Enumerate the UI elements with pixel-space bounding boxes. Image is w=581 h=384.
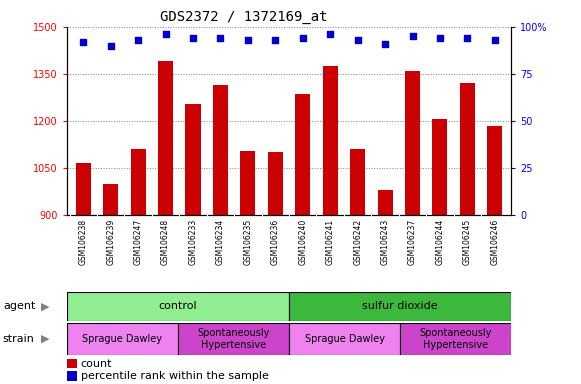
Bar (322, 66, 338, 215)
Text: GSM106234: GSM106234 (216, 219, 225, 265)
Point (298, 35, 307, 41)
Point (243, 37, 253, 43)
Bar (268, 152, 283, 215)
Point (408, 33, 417, 40)
Bar (350, 149, 365, 215)
Text: count: count (81, 359, 112, 369)
Bar (67, 371, 77, 381)
Text: strain: strain (3, 334, 35, 344)
Point (435, 35, 444, 41)
Point (134, 37, 143, 43)
Bar (460, 83, 475, 215)
Text: GDS2372 / 1372169_at: GDS2372 / 1372169_at (160, 10, 328, 23)
Text: Sprague Dawley: Sprague Dawley (304, 334, 385, 344)
Text: GSM106235: GSM106235 (243, 219, 252, 265)
Text: GSM106248: GSM106248 (161, 219, 170, 265)
Text: Spontaneously
Hypertensive: Spontaneously Hypertensive (419, 328, 492, 350)
Text: GSM106238: GSM106238 (79, 219, 88, 265)
Point (353, 37, 363, 43)
Text: GSM106237: GSM106237 (408, 219, 417, 265)
Bar (405, 71, 420, 215)
Text: GSM106239: GSM106239 (106, 219, 115, 265)
Bar (67, 359, 77, 368)
Text: control: control (159, 301, 197, 311)
Bar (289, 323, 400, 355)
Bar (103, 184, 119, 215)
Point (325, 31, 335, 38)
Text: GSM106244: GSM106244 (435, 219, 444, 265)
Bar (295, 94, 310, 215)
Point (188, 35, 198, 41)
Text: ▶: ▶ (41, 334, 49, 344)
Point (161, 31, 170, 38)
Text: GSM106242: GSM106242 (353, 219, 362, 265)
Point (490, 37, 500, 43)
Point (462, 35, 472, 41)
Text: Spontaneously
Hypertensive: Spontaneously Hypertensive (198, 328, 270, 350)
Text: GSM106247: GSM106247 (134, 219, 143, 265)
Bar (76, 163, 91, 215)
Text: GSM106240: GSM106240 (298, 219, 307, 265)
Bar (432, 119, 447, 215)
Bar (213, 85, 228, 215)
Point (106, 43, 116, 49)
Bar (158, 61, 173, 215)
Point (271, 37, 280, 43)
Text: GSM106243: GSM106243 (381, 219, 390, 265)
Text: GSM106246: GSM106246 (490, 219, 499, 265)
Text: agent: agent (3, 301, 35, 311)
Bar (487, 126, 503, 215)
Text: GSM106233: GSM106233 (188, 219, 198, 265)
Text: GSM106245: GSM106245 (463, 219, 472, 265)
Bar (185, 104, 200, 215)
Text: GSM106241: GSM106241 (326, 219, 335, 265)
Text: sulfur dioxide: sulfur dioxide (363, 301, 438, 311)
Bar (400, 323, 511, 355)
Text: GSM106236: GSM106236 (271, 219, 280, 265)
Text: Sprague Dawley: Sprague Dawley (83, 334, 162, 344)
Bar (67, 292, 289, 321)
Bar (241, 151, 256, 215)
Bar (178, 323, 289, 355)
Text: ▶: ▶ (41, 301, 49, 311)
Point (381, 41, 390, 47)
Bar (378, 190, 393, 215)
Point (78, 39, 88, 45)
Bar (67, 323, 178, 355)
Text: percentile rank within the sample: percentile rank within the sample (81, 371, 268, 381)
Bar (289, 292, 511, 321)
Point (216, 35, 225, 41)
Bar (131, 149, 146, 215)
